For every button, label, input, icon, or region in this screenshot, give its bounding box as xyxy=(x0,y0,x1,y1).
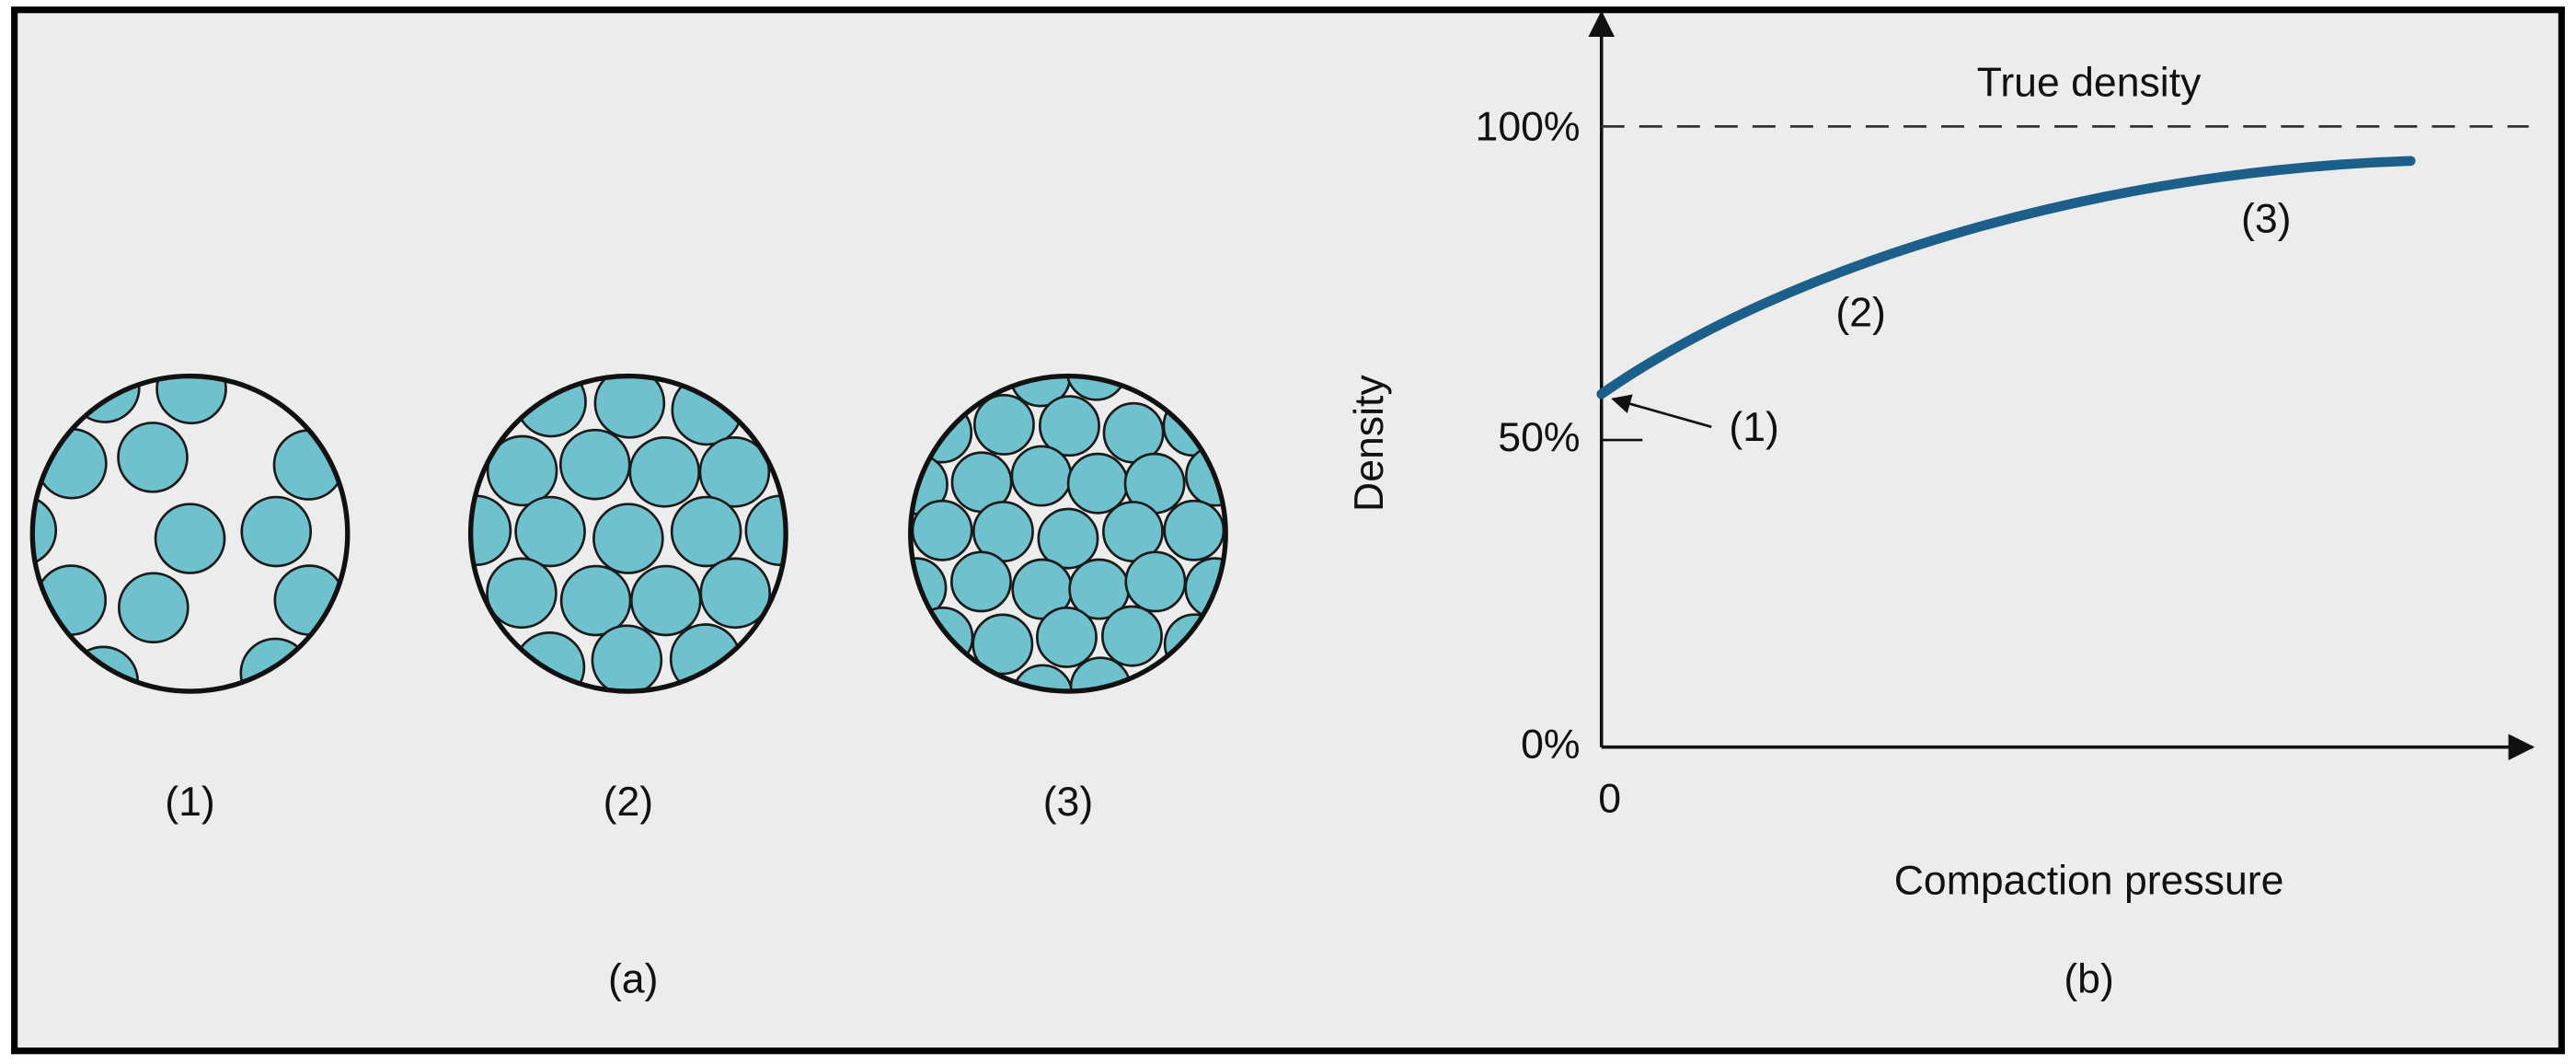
diagram-label: (1) xyxy=(165,780,214,825)
powder-particle xyxy=(155,377,227,425)
powder-particle xyxy=(1065,377,1128,401)
powder-particle xyxy=(1010,445,1073,507)
powder-particle xyxy=(514,495,586,568)
powder-particle xyxy=(1163,499,1225,561)
powder-particle xyxy=(1009,377,1072,408)
powder-particle xyxy=(628,436,701,508)
die-cross-section xyxy=(29,373,351,694)
powder-particle xyxy=(629,564,702,637)
powder-particle xyxy=(240,495,313,568)
frame xyxy=(11,6,2565,1055)
powder-particle xyxy=(34,494,58,567)
powder-particle xyxy=(1011,664,1074,690)
reference-line-label: True density xyxy=(1977,61,2202,106)
powder-particle xyxy=(1038,395,1100,457)
panel-caption: (b) xyxy=(2064,957,2113,1002)
powder-particle xyxy=(591,624,663,690)
powder-particle xyxy=(1036,606,1098,668)
die-cross-section xyxy=(908,373,1228,694)
powder-particle xyxy=(670,495,742,568)
particle-group xyxy=(34,377,346,690)
diagram-label: (3) xyxy=(1043,780,1093,825)
powder-particle xyxy=(698,436,771,508)
powder-particle xyxy=(593,377,666,439)
particle-layer xyxy=(34,377,1225,690)
density-curve xyxy=(1596,156,2416,399)
powder-particle xyxy=(1101,605,1163,667)
die-cross-section xyxy=(467,373,788,694)
powder-particle xyxy=(154,503,226,574)
x-axis-label: Compaction pressure xyxy=(1894,859,2284,904)
powder-particle xyxy=(558,428,631,501)
powder-particle xyxy=(117,422,189,493)
y-tick-label: 0% xyxy=(1521,722,1580,767)
powder-particle xyxy=(486,434,558,507)
powder-particle xyxy=(699,557,772,630)
powder-particle xyxy=(118,572,190,644)
y-tick-label: 100% xyxy=(1476,105,1581,150)
curve-stage-label: (3) xyxy=(2241,197,2291,242)
diagram-label: (2) xyxy=(604,780,653,825)
powder-particle xyxy=(912,499,973,561)
curve-stage-label: (2) xyxy=(1835,290,1885,335)
powder-particle xyxy=(949,550,1012,613)
curve-stage-label: (1) xyxy=(1729,405,1778,450)
powder-particle xyxy=(1066,452,1129,515)
y-axis-label: Density xyxy=(1347,375,1392,512)
powder-particle xyxy=(592,503,664,574)
callout-arrow xyxy=(1611,394,1712,429)
powder-particle xyxy=(972,393,1035,456)
powder-particle xyxy=(486,557,558,630)
x-origin-label: 0 xyxy=(1598,776,1621,821)
panel-caption: (a) xyxy=(608,957,658,1002)
powder-particle xyxy=(972,613,1034,676)
y-tick-label: 50% xyxy=(1498,415,1580,460)
powder-particle xyxy=(1124,550,1187,613)
powder-particle xyxy=(559,564,632,637)
powder-particle xyxy=(1037,507,1099,570)
